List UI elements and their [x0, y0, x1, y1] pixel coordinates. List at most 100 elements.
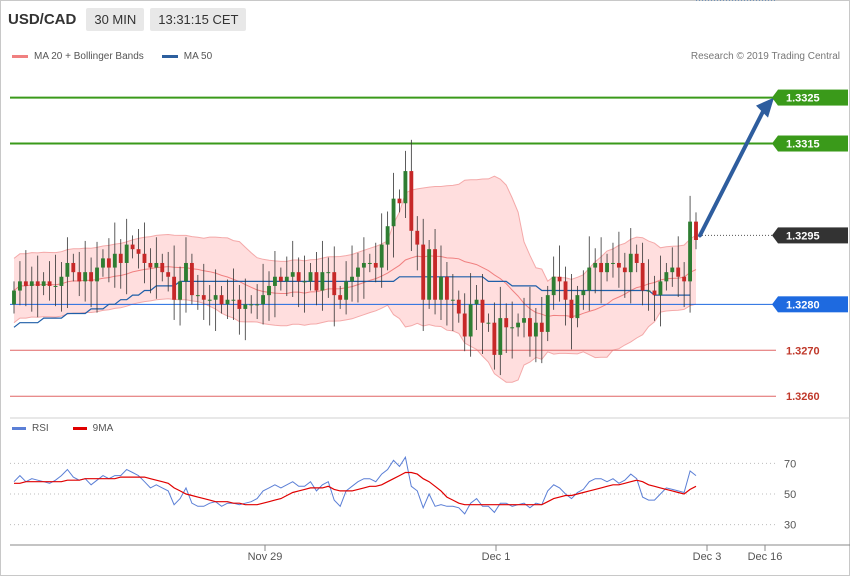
candle-body	[474, 299, 479, 305]
candle-body	[462, 313, 467, 337]
x-tick-label: Dec 16	[748, 551, 783, 563]
timeframe-chip[interactable]: 30 MIN	[86, 7, 145, 31]
candle-body	[225, 299, 230, 305]
candle-body	[273, 276, 277, 286]
price-tag-bg-1.3325	[778, 89, 848, 106]
candle-body	[344, 281, 349, 300]
candle-body	[12, 290, 16, 305]
candle-body	[373, 262, 378, 268]
candle-body	[201, 295, 206, 300]
candle-body	[101, 258, 105, 268]
legend-item-9ma: 9MA	[72, 423, 114, 434]
ma9-swatch	[72, 427, 87, 430]
x-tick-label: Dec 3	[693, 551, 722, 563]
candle-body	[106, 258, 111, 268]
candle-body	[616, 262, 621, 268]
price-tag-pointer-1.3280	[772, 296, 778, 313]
candle-body	[676, 267, 681, 277]
candle-body	[682, 276, 687, 282]
candle-body	[65, 262, 70, 277]
candle-body	[486, 322, 491, 324]
candle-body	[409, 171, 414, 231]
bollinger-swatch	[12, 55, 28, 58]
legend-item-ma50: MA 50	[161, 51, 212, 62]
candle-body	[237, 299, 242, 309]
candle-body	[569, 299, 574, 319]
price-tag-pointer-1.3315	[772, 135, 778, 152]
candle-body	[581, 290, 586, 296]
candle-body	[622, 267, 627, 273]
candle-body	[427, 249, 432, 300]
candle-body	[148, 262, 153, 268]
candle-body	[664, 272, 669, 282]
candle-body	[611, 262, 615, 264]
price-tag-1.3325: 1.3325	[786, 93, 820, 105]
bollinger-band-fill	[14, 176, 696, 383]
candle-body	[261, 295, 266, 305]
candle-body	[646, 290, 651, 292]
candles-group	[12, 139, 698, 376]
candle-body	[605, 262, 609, 273]
candle-body	[154, 262, 159, 268]
candle-body	[332, 272, 337, 296]
candle-body	[178, 281, 182, 300]
candle-body	[71, 262, 76, 273]
candle-body	[184, 262, 188, 282]
candle-body	[516, 322, 521, 328]
candle-body	[219, 295, 224, 305]
candle-body	[130, 244, 135, 250]
rsi-swatch	[12, 427, 26, 430]
price-tag-bg-1.3280	[778, 296, 848, 313]
candle-body	[563, 281, 568, 300]
candle-body	[207, 299, 212, 301]
rsi-tick-50: 50	[784, 489, 796, 501]
rsi-tick-30: 30	[784, 520, 796, 532]
rsi-tick-70: 70	[784, 458, 796, 470]
candle-body	[118, 253, 123, 263]
price-label-1.3260: 1.3260	[786, 391, 820, 403]
candle-body	[112, 253, 117, 268]
candle-body	[403, 171, 408, 204]
price-tag-pointer-1.3295	[772, 227, 778, 244]
candle-body	[456, 299, 461, 314]
candle-body	[599, 262, 604, 273]
candle-body	[213, 295, 218, 300]
ma20-line	[13, 255, 697, 318]
candle-body	[587, 267, 592, 291]
candle-body	[492, 322, 497, 355]
candle-body	[249, 304, 254, 306]
candle-body	[480, 299, 485, 323]
candle-body	[528, 318, 532, 337]
candle-body	[302, 281, 307, 283]
bollinger-lower-line	[13, 298, 697, 383]
candle-body	[35, 281, 40, 286]
candle-body	[433, 249, 437, 300]
price-tag-1.3280: 1.3280	[786, 299, 820, 311]
forecast-arrow-head	[756, 97, 774, 118]
candle-body	[136, 249, 141, 254]
research-credit: Research © 2019 Trading Central	[690, 51, 840, 62]
chart-header: USD/CAD 30 MIN 13:31:15 CET	[8, 6, 247, 32]
candle-body	[557, 276, 562, 282]
candle-body	[379, 244, 384, 268]
rsi-legend: RSI 9MA	[12, 423, 129, 434]
time-chip: 13:31:15 CET	[150, 7, 247, 31]
candle-body	[575, 295, 580, 319]
candle-body	[189, 262, 194, 296]
candle-body	[498, 318, 503, 355]
candle-body	[545, 295, 550, 332]
candle-body	[278, 276, 283, 282]
candle-body	[59, 276, 64, 286]
candle-body	[195, 295, 200, 297]
candle-body	[89, 272, 94, 282]
rsi-line	[13, 455, 697, 515]
candle-body	[320, 272, 325, 291]
legend-9ma-label: 9MA	[92, 423, 114, 434]
price-tag-pointer-1.3325	[772, 89, 778, 106]
x-tick-label: Dec 1	[482, 551, 511, 563]
price-tag-bg-1.3295	[778, 227, 848, 244]
legend-item-rsi: RSI	[12, 423, 49, 434]
candle-body	[468, 304, 473, 337]
candle-body	[172, 276, 177, 300]
